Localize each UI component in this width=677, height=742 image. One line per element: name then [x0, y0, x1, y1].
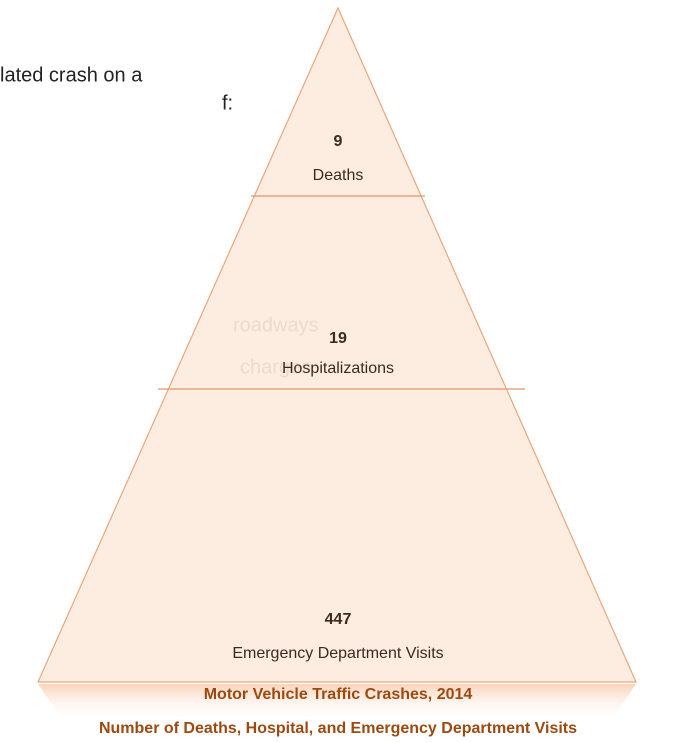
- side-text: lated crash on a: [0, 64, 143, 86]
- caption-subtitle: Number of Deaths, Hospital, and Emergenc…: [99, 720, 577, 737]
- caption-title: Motor Vehicle Traffic Crashes, 2014: [204, 686, 473, 703]
- level-value: 9: [334, 133, 343, 150]
- level-value: 19: [329, 330, 347, 347]
- reflection: [38, 684, 636, 722]
- pyramid: [37, 6, 637, 683]
- level-value: 447: [325, 611, 352, 628]
- side-text: f:: [222, 92, 233, 114]
- level-label: Hospitalizations: [282, 360, 394, 377]
- level-label: Deaths: [313, 167, 364, 184]
- level-label: Emergency Department Visits: [232, 645, 443, 662]
